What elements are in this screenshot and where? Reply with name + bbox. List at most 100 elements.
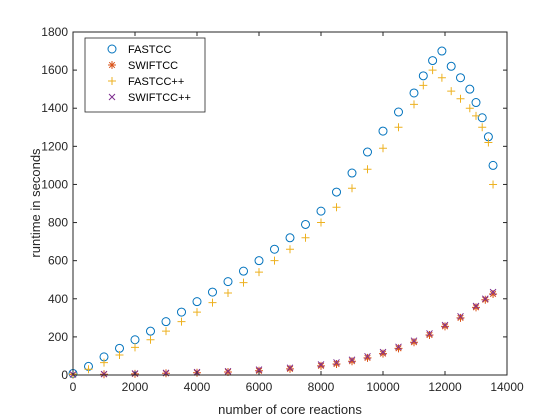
data-point [410,337,418,345]
data-point [394,344,403,353]
x-tick-label: 6000 [246,380,273,394]
data-point [286,364,294,372]
data-point [301,233,310,242]
data-point [456,73,465,83]
data-point [378,126,388,136]
legend-box [84,37,206,113]
data-point [441,321,449,329]
data-point [472,303,480,312]
data-point [255,366,263,374]
x-tick-label: 4000 [184,380,211,394]
y-tick-label: 200 [48,330,68,344]
data-point [437,46,447,56]
data-point [456,313,465,322]
legend-marker [108,93,116,101]
data-point [162,327,170,336]
data-point [363,165,372,174]
legend: FASTCC SWIFTCC FASTCC++ SWIFTCC++ [84,37,206,113]
data-point [255,268,263,277]
data-point [316,206,326,216]
data-point [332,203,341,212]
y-tick-label: 0 [61,368,68,382]
data-point [363,353,372,362]
data-point [477,113,487,123]
data-point [317,361,325,368]
data-point [146,326,155,336]
legend-marker [107,44,117,54]
data-point [447,87,456,96]
legend-entry-label: FASTCC++ [128,76,184,88]
x-tick-label: 8000 [308,380,335,394]
data-point [224,367,232,375]
data-point [419,81,428,90]
data-point [208,287,217,297]
data-point [224,289,232,298]
x-tick-label: 0 [70,380,77,394]
data-point [317,361,325,370]
x-ticks: 0 2000 4000 6000 8000 10000 12000 14000 [70,32,524,394]
legend-entry-label: SWIFTCC [128,60,178,72]
data-point [456,94,465,103]
data-point [418,71,428,81]
x-tick-label: 12000 [428,380,462,394]
data-point [239,278,248,287]
data-point [472,111,480,120]
data-point [286,364,294,373]
y-ticks: 0 200 400 600 800 1000 1200 1400 1600 1800 [41,25,507,382]
data-point [317,218,325,227]
data-point [457,312,464,320]
x-axis-label: number of core reactions [218,402,362,417]
data-point [394,107,403,117]
data-point [379,349,387,358]
data-point [471,98,481,108]
legend-marker [108,77,116,85]
data-point [270,256,279,265]
data-point [348,357,356,366]
data-point [348,356,356,364]
data-point [441,322,449,331]
data-point [255,366,263,375]
data-point [489,290,498,299]
data-point [239,266,248,276]
data-point [472,302,480,310]
data-point [465,104,474,113]
data-point [177,317,186,326]
data-point [379,144,387,153]
data-point [224,367,232,376]
data-point [426,330,433,337]
data-point [333,359,340,366]
data-point [348,184,356,193]
data-point [84,365,93,374]
y-tick-label: 1200 [41,139,68,153]
data-point [394,123,403,132]
data-point [410,100,418,109]
legend-entry-label: FASTCC [128,44,171,56]
data-point [146,335,155,344]
data-point [428,66,437,75]
y-tick-label: 800 [48,216,68,230]
y-tick-label: 400 [48,292,68,306]
x-tick-label: 2000 [122,380,149,394]
data-point [223,277,233,287]
data-point [484,138,493,147]
legend-entry-label: SWIFTCC++ [128,92,191,104]
y-tick-label: 1600 [41,63,68,77]
data-point [409,88,419,98]
data-point [208,298,217,307]
data-point [428,56,438,66]
series-fastccplusplus [69,66,498,379]
x-tick-label: 10000 [366,380,400,394]
data-point [177,307,186,317]
data-point [332,187,341,197]
data-point [100,358,108,367]
data-point [489,180,498,189]
data-marks [68,46,498,379]
data-point [488,160,498,170]
data-point [489,288,497,296]
data-point [481,295,489,303]
y-tick-label: 1000 [41,177,68,191]
data-point [481,295,490,304]
data-point [379,348,387,356]
data-point [465,84,475,94]
series-fastcc [68,46,498,378]
